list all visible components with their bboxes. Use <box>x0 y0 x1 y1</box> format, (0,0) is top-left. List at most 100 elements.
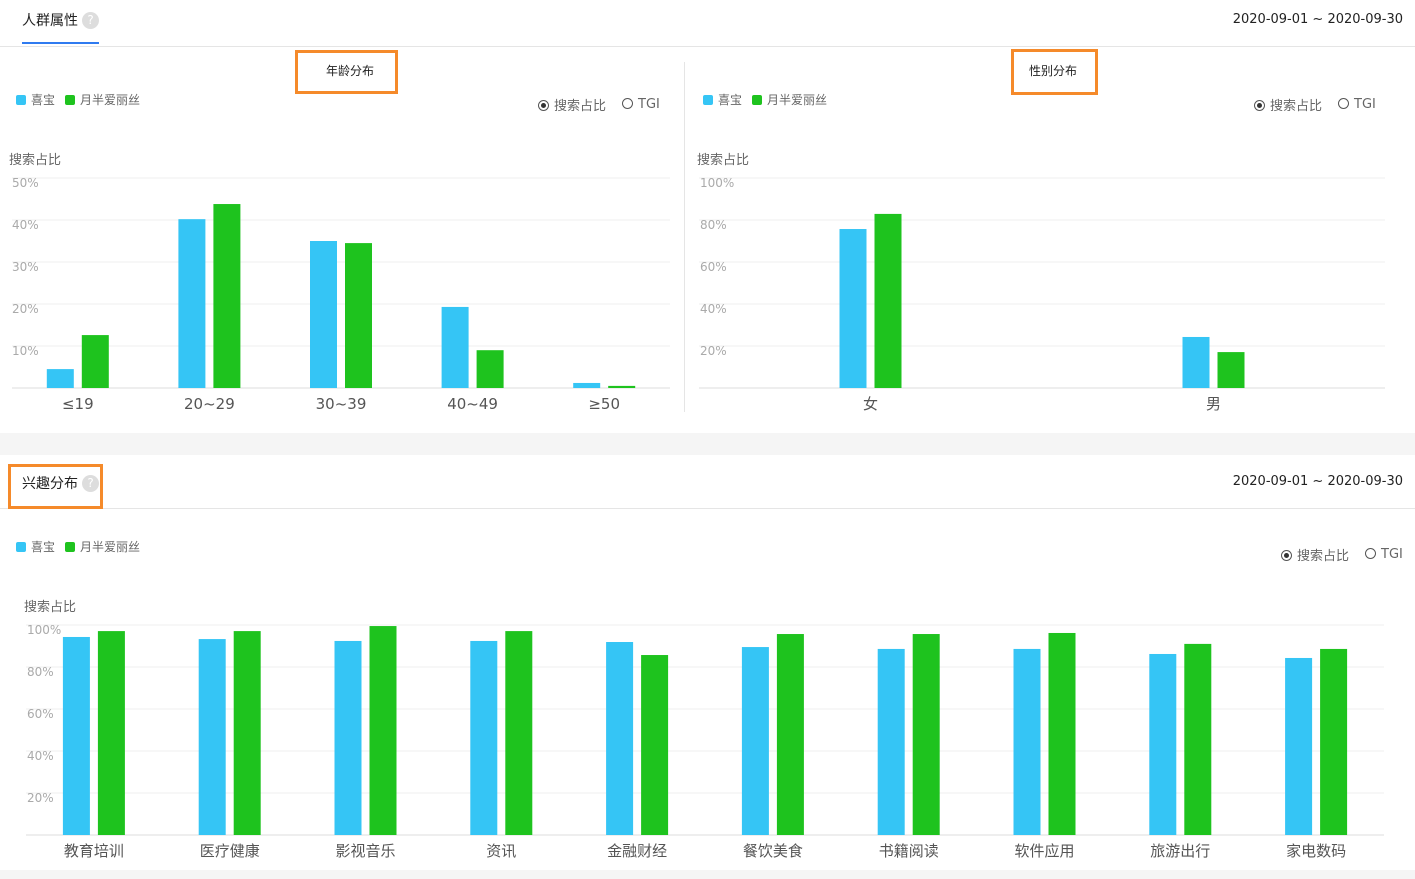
y-tick-label: 10% <box>12 344 39 358</box>
bar-series2 <box>1320 648 1348 835</box>
bar-series2 <box>1184 643 1212 835</box>
tab-label: 人群属性 <box>22 13 78 29</box>
x-tick-label: 旅游出行 <box>1150 842 1210 860</box>
radio-search-share[interactable]: 搜索占比 <box>538 95 606 114</box>
chart-title-gender: 性别分布 <box>1029 64 1078 78</box>
legend-swatch <box>65 542 76 552</box>
bar-series2 <box>345 243 372 388</box>
radio-label: TGI <box>1354 97 1376 112</box>
legend: 喜宝 月半爱丽丝 <box>703 91 827 108</box>
radio-search-share[interactable]: 搜索占比 <box>1254 95 1322 114</box>
x-tick-label: ≤19 <box>62 395 94 413</box>
bar-series2 <box>776 634 804 835</box>
y-tick-label: 80% <box>27 665 54 679</box>
legend-item[interactable]: 喜宝 <box>16 538 55 555</box>
section-header: 人群属性? 2020-09-01 ~ 2020-09-30 <box>0 0 1415 47</box>
divider <box>684 62 685 412</box>
bar-series1 <box>1149 653 1177 835</box>
interest-section: 兴趣分布? 2020-09-01 ~ 2020-09-30 喜宝 月半爱丽丝 搜… <box>0 455 1415 870</box>
bar-series2 <box>874 213 902 388</box>
y-tick-label: 40% <box>27 749 54 763</box>
legend-label: 月半爱丽丝 <box>80 540 141 554</box>
legend-label: 月半爱丽丝 <box>80 93 141 107</box>
radio-checked-icon <box>1281 550 1292 561</box>
legend: 喜宝 月半爱丽丝 <box>16 538 140 555</box>
x-tick-label: 金融财经 <box>607 842 667 860</box>
bar-series2 <box>369 626 397 835</box>
y-tick-label: 40% <box>12 218 39 232</box>
radio-label: TGI <box>1381 547 1403 562</box>
metric-radio-group: 搜索占比 TGI <box>1254 95 1376 114</box>
x-tick-label: 资讯 <box>486 842 516 860</box>
bar-series1 <box>334 640 362 835</box>
legend-label: 喜宝 <box>718 93 743 107</box>
y-tick-label: 40% <box>700 302 727 316</box>
tab-interest[interactable]: 兴趣分布? <box>22 473 99 505</box>
x-tick-label: 家电数码 <box>1286 842 1346 860</box>
bar-series2 <box>1048 632 1076 835</box>
y-tick-label: 50% <box>12 176 39 190</box>
bar-series1 <box>839 229 867 388</box>
bar-series2 <box>1217 352 1245 388</box>
bar-series2 <box>97 631 125 835</box>
bar-series1 <box>310 241 337 388</box>
y-axis-title: 搜索占比 <box>24 600 76 615</box>
highlight-box <box>1011 49 1098 95</box>
y-tick-label: 20% <box>700 344 727 358</box>
radio-unchecked-icon <box>622 98 634 109</box>
radio-tgi[interactable]: TGI <box>622 97 660 112</box>
y-tick-label: 60% <box>27 707 54 721</box>
metric-radio-group: 搜索占比 TGI <box>1281 545 1403 564</box>
bar-series2 <box>476 350 504 388</box>
bar-series1 <box>1182 336 1210 388</box>
bar-series2 <box>608 385 636 388</box>
bar-series1 <box>741 647 769 835</box>
highlight-box <box>295 50 398 94</box>
radio-search-share[interactable]: 搜索占比 <box>1281 545 1349 564</box>
legend-item[interactable]: 月半爱丽丝 <box>65 91 140 108</box>
help-icon[interactable]: ? <box>82 12 99 29</box>
bar-series1 <box>573 382 601 388</box>
age-chart: 搜索占比 10% 20% 30% 40% 50% ≤19 20~29 30~39 40~49 ≥50 <box>9 153 670 413</box>
bar-series1 <box>470 640 498 835</box>
legend-swatch <box>16 95 26 105</box>
radio-tgi[interactable]: TGI <box>1365 547 1403 562</box>
legend-item[interactable]: 月半爱丽丝 <box>65 538 140 555</box>
legend-swatch <box>65 95 76 105</box>
help-icon[interactable]: ? <box>82 475 99 492</box>
metric-radio-group: 搜索占比 TGI <box>538 95 660 114</box>
radio-unchecked-icon <box>1365 548 1377 559</box>
bar-series2 <box>912 634 940 835</box>
y-axis-title: 搜索占比 <box>9 153 61 168</box>
bar-series1 <box>46 369 74 388</box>
section-header: 兴趣分布? 2020-09-01 ~ 2020-09-30 <box>0 455 1415 509</box>
bar-series2 <box>233 631 261 835</box>
radio-label: 搜索占比 <box>554 99 607 114</box>
bar-series1 <box>441 306 469 388</box>
legend-label: 月半爱丽丝 <box>767 93 828 107</box>
legend-item[interactable]: 喜宝 <box>16 91 55 108</box>
legend-swatch <box>752 95 763 105</box>
y-axis-title: 搜索占比 <box>697 153 749 168</box>
chart-title-age: 年龄分布 <box>326 64 375 78</box>
radio-unchecked-icon <box>1338 98 1350 109</box>
radio-tgi[interactable]: TGI <box>1338 97 1376 112</box>
legend-item[interactable]: 月半爱丽丝 <box>752 91 827 108</box>
bar-series2 <box>505 631 533 835</box>
radio-label: 搜索占比 <box>1270 99 1323 114</box>
bar-series1 <box>198 639 226 835</box>
y-tick-label: 20% <box>12 302 39 316</box>
bar-series1 <box>62 636 90 835</box>
tab-crowd-attributes[interactable]: 人群属性? <box>22 10 99 44</box>
radio-label: TGI <box>638 97 660 112</box>
bar-series1 <box>1013 648 1041 835</box>
bar-series2 <box>213 204 241 388</box>
y-tick-label: 30% <box>12 260 39 274</box>
legend-item[interactable]: 喜宝 <box>703 91 742 108</box>
y-tick-label: 100% <box>700 176 734 190</box>
radio-checked-icon <box>1254 100 1265 111</box>
bar-series1 <box>606 642 634 835</box>
tab-label: 兴趣分布 <box>22 476 78 492</box>
x-tick-label: ≥50 <box>588 395 620 413</box>
